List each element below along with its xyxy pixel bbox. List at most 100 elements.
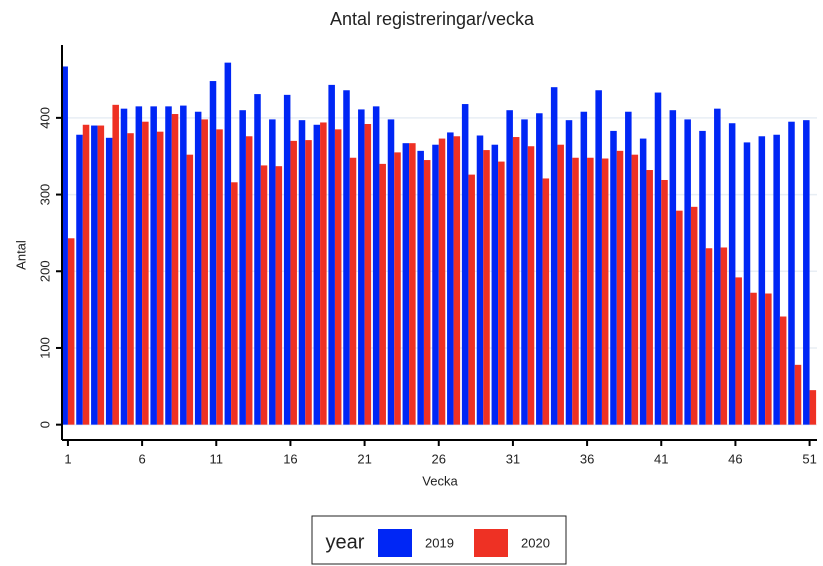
y-tick-label: 100	[37, 337, 52, 359]
bar	[432, 144, 439, 425]
bar	[180, 105, 187, 425]
legend-label: 2020	[521, 535, 550, 550]
bar	[720, 247, 728, 425]
bar	[512, 137, 520, 425]
bar	[67, 238, 75, 425]
bar	[231, 182, 238, 425]
bar	[417, 150, 424, 425]
bar	[105, 137, 113, 425]
bar	[728, 123, 736, 425]
bar	[646, 170, 653, 425]
bar	[423, 160, 431, 425]
bar	[409, 143, 416, 425]
bar	[201, 119, 208, 425]
bar	[135, 106, 143, 425]
bar	[550, 87, 558, 425]
bar	[328, 84, 335, 425]
bar	[639, 138, 647, 425]
bar	[491, 144, 499, 425]
bar	[305, 140, 312, 425]
bar	[364, 124, 372, 425]
bar	[298, 120, 306, 425]
bar	[97, 125, 105, 425]
bar	[320, 122, 327, 425]
bar	[402, 143, 410, 425]
bar	[803, 120, 810, 425]
bar	[349, 157, 357, 425]
bar	[313, 124, 321, 425]
bar	[269, 119, 276, 425]
bar	[358, 109, 365, 425]
bar	[610, 130, 617, 425]
bar	[676, 210, 683, 425]
x-tick-label: 36	[580, 451, 594, 466]
x-tick-label: 21	[357, 451, 371, 466]
bar	[616, 150, 624, 425]
bar	[245, 136, 253, 425]
bar	[120, 108, 128, 425]
bar	[372, 106, 380, 425]
bar	[809, 390, 817, 425]
bar	[260, 165, 268, 425]
bar	[186, 154, 194, 425]
bar	[290, 140, 297, 425]
y-tick-label: 0	[37, 421, 52, 428]
legend-box	[311, 515, 567, 565]
bar	[112, 104, 119, 425]
bar	[699, 130, 706, 425]
bar	[572, 157, 579, 425]
bar	[705, 248, 713, 425]
y-axis-label: Antal	[13, 240, 28, 270]
bar	[690, 206, 698, 425]
bar	[194, 111, 202, 425]
bar	[283, 94, 291, 425]
x-tick-label: 26	[432, 451, 446, 466]
x-tick-label: 41	[654, 451, 668, 466]
bar	[165, 106, 172, 425]
x-tick-label: 6	[138, 451, 145, 466]
bar	[794, 364, 802, 425]
bar	[209, 81, 217, 425]
bar	[565, 120, 573, 425]
bar	[239, 110, 246, 425]
bar	[758, 136, 766, 425]
bar	[684, 119, 691, 425]
bar	[76, 134, 83, 425]
legend-title: year	[326, 531, 365, 553]
bar	[527, 146, 535, 425]
bar	[587, 157, 594, 425]
bar	[743, 142, 751, 425]
bar	[91, 125, 98, 425]
bar	[61, 66, 68, 425]
bar	[669, 110, 677, 425]
bar	[536, 113, 543, 425]
bar	[542, 178, 550, 425]
x-tick-label: 11	[210, 451, 224, 466]
legend-swatch	[474, 529, 508, 557]
bar	[483, 150, 490, 425]
bar	[595, 90, 602, 425]
bar	[379, 163, 386, 425]
bar	[254, 94, 261, 425]
bar	[156, 131, 164, 425]
legend-label: 2019	[425, 535, 454, 550]
bar	[714, 108, 721, 425]
bar	[580, 111, 588, 425]
bar	[394, 152, 401, 425]
bar	[788, 121, 795, 425]
bar	[506, 110, 513, 425]
bar	[521, 119, 528, 425]
y-tick-label: 400	[37, 107, 52, 129]
bar	[735, 277, 742, 425]
bar	[557, 144, 564, 425]
y-tick-label: 200	[37, 260, 52, 282]
y-tick-label: 300	[37, 184, 52, 206]
bar	[625, 111, 632, 425]
bar	[447, 132, 454, 425]
bar	[224, 62, 232, 425]
bar	[82, 124, 90, 425]
bar	[476, 135, 484, 425]
bar	[142, 121, 149, 425]
bar	[631, 154, 639, 425]
